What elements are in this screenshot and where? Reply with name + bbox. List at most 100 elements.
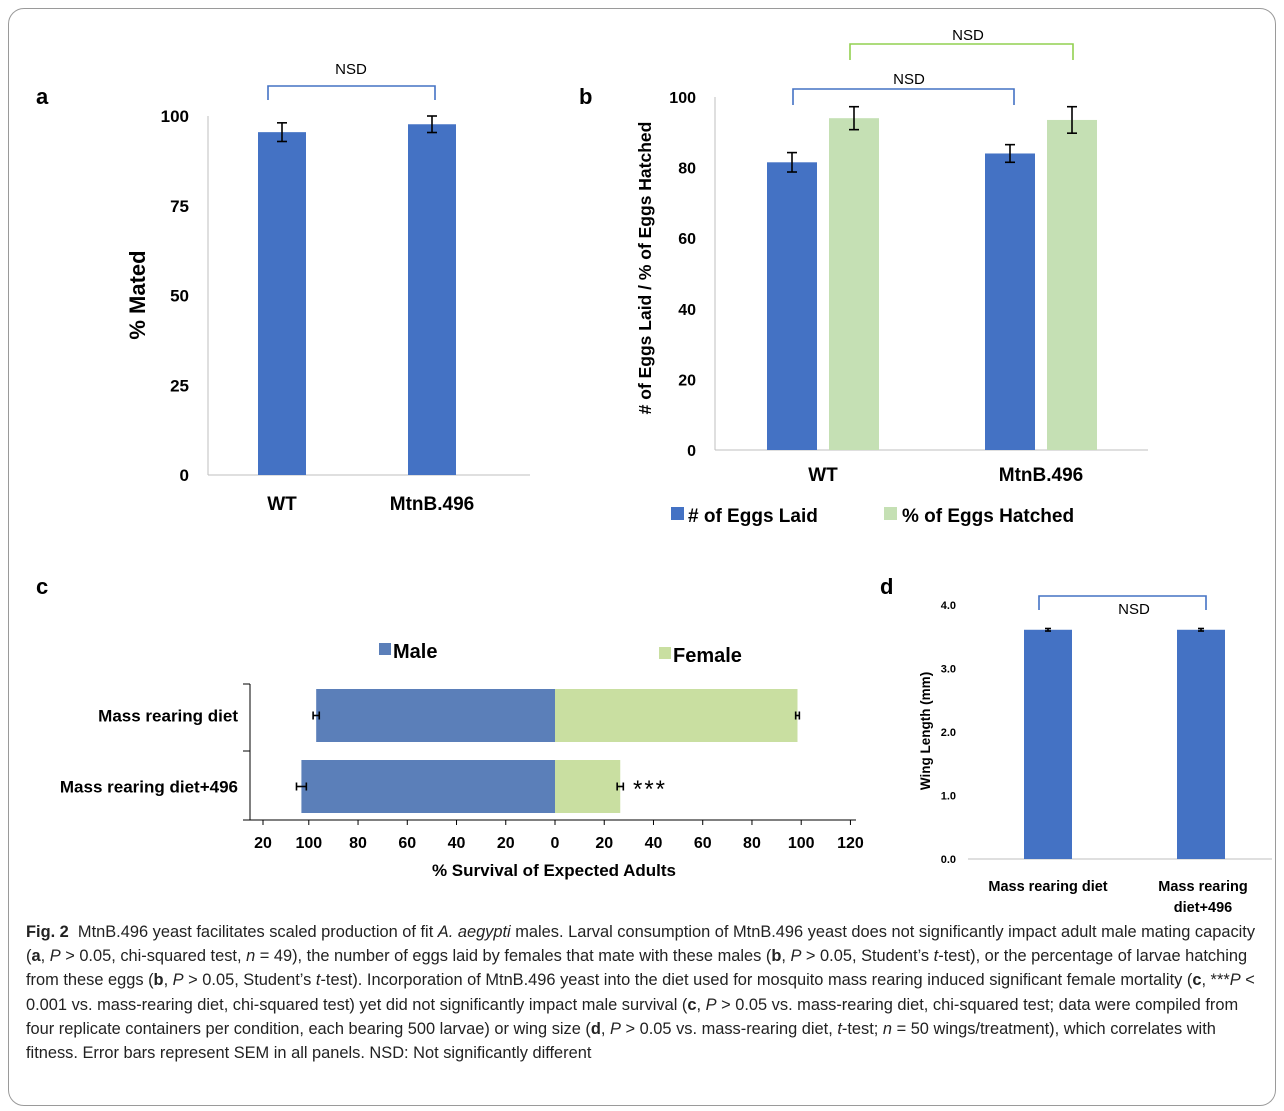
d-x-tick-label: diet+496 xyxy=(1174,900,1232,916)
d-bar xyxy=(1024,629,1072,859)
c-x-tick-label: 40 xyxy=(645,835,663,852)
a-nsd-label: NSD xyxy=(335,61,367,78)
caption-segment: d xyxy=(590,1019,601,1038)
c-legend-label-female: Female xyxy=(673,645,742,667)
c-bar-male xyxy=(316,689,555,742)
c-x-tick-label: 100 xyxy=(295,835,322,852)
caption-segment: b xyxy=(771,947,782,966)
figure-svg: a b c d 0 25 50 75 100 WT MtnB.496 % Mated NSD 0 20 40 6… xyxy=(36,27,1272,916)
caption-segment: a xyxy=(31,947,41,966)
c-x-tick-label: 40 xyxy=(448,835,466,852)
c-x-tick-label: 20 xyxy=(497,835,515,852)
c-x-tick-label: 100 xyxy=(788,835,815,852)
b-bar-eggs-hatched xyxy=(1047,119,1097,450)
caption-segment: > 0.05 vs. mass-rearing diet, chi-square… xyxy=(26,995,1239,1038)
c-bar-female xyxy=(555,760,621,813)
caption-segment: P xyxy=(172,971,184,990)
panel-b-letter: b xyxy=(579,84,592,109)
caption-segment: > 0.05 vs. mass-rearing diet, xyxy=(620,1019,838,1038)
caption-segment: , xyxy=(696,995,706,1014)
caption-segment: = 49), the number of eggs laid by female… xyxy=(255,947,772,966)
c-x-tick-label: 20 xyxy=(595,835,613,852)
caption-segment: , *** xyxy=(1201,971,1230,990)
a-x-tick-label: MtnB.496 xyxy=(390,494,474,515)
caption-segment: P xyxy=(610,1019,621,1038)
b-y-tick-label: 20 xyxy=(678,372,696,389)
b-y-tick-label: 40 xyxy=(678,302,696,319)
a-nsd-bracket xyxy=(267,85,436,100)
caption-segment: P xyxy=(49,947,61,966)
a-y-tick-label: 0 xyxy=(180,466,189,485)
c-x-tick-label: 0 xyxy=(551,835,560,852)
caption-segment: n xyxy=(882,1019,893,1038)
b-legend-swatch-eggs-laid xyxy=(671,507,684,520)
c-bar-male xyxy=(301,760,555,813)
panel-a-letter: a xyxy=(36,84,49,109)
b-bar-eggs-laid xyxy=(767,162,817,450)
caption-segment: -test). Incorporation of MtnB.496 yeast … xyxy=(320,971,1193,990)
d-y-tick-label: 3.0 xyxy=(941,664,956,676)
b-y-tick-label: 0 xyxy=(687,443,696,460)
caption-segment: t xyxy=(315,971,321,990)
d-y-tick-label: 0.0 xyxy=(941,854,956,866)
c-bar-female xyxy=(555,689,798,742)
a-y-tick-label: 50 xyxy=(170,287,189,306)
caption-segment: P xyxy=(705,995,717,1014)
c-x-tick-label: 80 xyxy=(743,835,761,852)
b-legend-label-eggs-laid: # of Eggs Laid xyxy=(688,506,818,527)
caption-segment: , xyxy=(40,947,50,966)
c-significance-mark: *** xyxy=(633,776,667,803)
caption-segment: c xyxy=(1192,971,1202,990)
caption-segment: , xyxy=(163,971,173,990)
c-y-tick-label: Mass rearing diet+496 xyxy=(60,778,238,797)
caption-segment: P xyxy=(790,947,802,966)
caption-segment: = 50 wings/treatment), which correlates … xyxy=(26,1019,1216,1063)
d-y-tick-label: 1.0 xyxy=(941,791,956,803)
panel-d-letter: d xyxy=(880,574,893,599)
d-nsd-bracket xyxy=(1038,595,1207,610)
d-nsd-label: NSD xyxy=(1118,601,1150,618)
a-bar-WT xyxy=(258,132,306,475)
c-x-tick-label: 60 xyxy=(398,835,416,852)
b-y-axis-label: # of Eggs Laid / % of Eggs Hatched xyxy=(635,122,655,415)
a-y-tick-label: 100 xyxy=(161,107,189,126)
d-y-axis-label: Wing Length (mm) xyxy=(918,672,933,790)
caption-segment: -test), or the percentage of larvae hatc… xyxy=(26,947,1248,990)
b-nsd-label-eggs-hatched: NSD xyxy=(952,27,984,44)
c-legend-label-male: Male xyxy=(393,641,437,663)
caption-segment: , xyxy=(781,947,791,966)
panel-c-letter: c xyxy=(36,574,48,599)
figure-caption: Fig. 2 MtnB.496 yeast facilitates scaled… xyxy=(26,920,1258,1065)
b-nsd-bracket-eggs-laid xyxy=(792,88,1015,105)
b-x-tick-label: WT xyxy=(808,465,838,486)
c-legend-swatch-female xyxy=(659,647,671,659)
d-x-tick-label: Mass rearing xyxy=(1158,879,1247,895)
a-bar-MtnB.496 xyxy=(408,124,456,475)
b-legend-swatch-eggs-hatched xyxy=(884,507,897,520)
d-bar xyxy=(1177,629,1225,859)
caption-text: MtnB.496 yeast facilitates scaled produc… xyxy=(26,923,1255,1062)
b-y-tick-label: 100 xyxy=(669,90,696,107)
caption-segment: < 0.001 vs. mass-rearing diet, chi-squar… xyxy=(26,971,1255,1014)
caption-segment: t xyxy=(933,947,939,966)
caption-label: Fig. 2 xyxy=(26,923,69,941)
a-x-tick-label: WT xyxy=(267,494,297,515)
d-y-tick-label: 4.0 xyxy=(941,600,956,612)
b-nsd-label-eggs-laid: NSD xyxy=(893,71,925,88)
caption-segment: > 0.05, Student’s xyxy=(801,947,934,966)
a-y-axis-label: % Mated xyxy=(125,250,150,339)
caption-segment: b xyxy=(153,971,164,990)
b-y-tick-label: 60 xyxy=(678,231,696,248)
b-legend-label-eggs-hatched: % of Eggs Hatched xyxy=(902,506,1074,527)
b-y-tick-label: 80 xyxy=(678,161,696,178)
d-x-tick-label: Mass rearing diet xyxy=(988,879,1107,895)
c-x-tick-label: 80 xyxy=(349,835,367,852)
c-x-axis-label: % Survival of Expected Adults xyxy=(432,861,676,880)
c-x-tick-label: 60 xyxy=(694,835,712,852)
caption-segment: > 0.05, chi-squared test, xyxy=(60,947,247,966)
b-x-tick-label: MtnB.496 xyxy=(999,465,1083,486)
caption-segment: > 0.05, Student’s xyxy=(183,971,316,990)
caption-segment: P xyxy=(1229,971,1241,990)
caption-segment: t xyxy=(837,1019,842,1038)
caption-segment: , xyxy=(600,1019,611,1038)
